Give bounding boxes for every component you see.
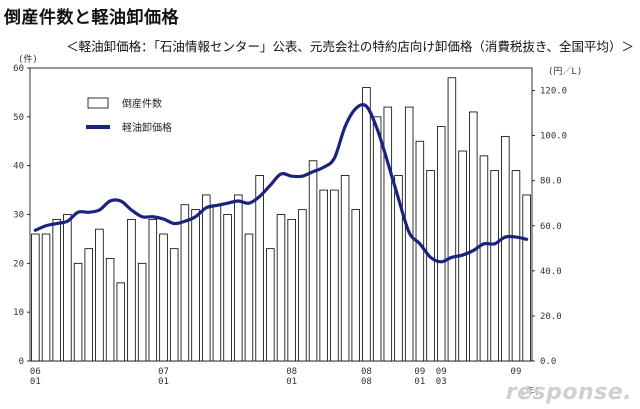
right-tick-label: 80.0 <box>540 177 562 187</box>
bar-bankruptcies-33 <box>383 106 393 362</box>
x-tick-label: 08 <box>361 367 372 377</box>
x-tick-label: 09 <box>414 367 425 377</box>
bar-bankruptcies-1 <box>41 233 51 362</box>
bar-bankruptcies-7 <box>105 258 115 362</box>
x-tick-label: 03 <box>436 377 447 387</box>
bar-bankruptcies-28 <box>330 189 339 362</box>
legend-label-diesel-price: 軽油卸価格 <box>122 121 172 134</box>
bar-bankruptcies-13 <box>169 248 179 362</box>
bar-bankruptcies-41 <box>469 111 478 362</box>
left-tick-label: 40 <box>13 162 24 172</box>
x-tick-label: 01 <box>30 377 41 387</box>
bar-bankruptcies-24 <box>287 218 296 362</box>
left-tick-label: 30 <box>13 211 24 221</box>
bar-bankruptcies-31 <box>362 87 371 362</box>
right-tick-label: 20.0 <box>540 312 562 322</box>
bar-bankruptcies-6 <box>95 228 104 362</box>
bar-bankruptcies-9 <box>127 218 136 362</box>
left-tick-label: 50 <box>13 113 24 123</box>
x-tick-label: 09 <box>436 367 447 377</box>
bar-bankruptcies-11 <box>148 218 158 362</box>
line-series <box>33 103 529 264</box>
bar-series <box>31 77 531 362</box>
chart-subtitle: ＜軽油卸価格：「石油情報センター」公表、元売会社の特約店向け卸価格（消費税抜き、… <box>66 39 634 54</box>
bar-bankruptcies-10 <box>137 262 147 362</box>
bar-bankruptcies-44 <box>501 135 510 362</box>
right-axis-unit: (円／L) <box>548 66 582 77</box>
left-tick-label: 20 <box>13 259 24 269</box>
x-tick-label: 08 <box>361 377 372 387</box>
legend-bar-swatch <box>87 97 109 109</box>
bar-bankruptcies-43 <box>490 170 499 362</box>
bar-bankruptcies-4 <box>73 262 83 362</box>
bar-bankruptcies-0 <box>31 233 40 362</box>
bar-bankruptcies-32 <box>372 116 382 362</box>
bar-bankruptcies-30 <box>351 209 361 362</box>
x-tick-label: 01 <box>158 377 169 387</box>
bar-bankruptcies-16 <box>201 194 211 362</box>
left-tick-label: 0 <box>19 357 24 367</box>
bar-bankruptcies-3 <box>63 214 72 362</box>
bar-bankruptcies-8 <box>116 282 126 362</box>
bar-bankruptcies-23 <box>276 214 286 362</box>
bar-bankruptcies-34 <box>394 175 403 362</box>
x-tick-label: 06 <box>30 367 41 377</box>
right-tick-label: 40.0 <box>540 267 562 277</box>
left-tick-label: 10 <box>13 308 24 318</box>
bar-bankruptcies-39 <box>447 77 457 362</box>
x-tick-label: 08 <box>286 367 297 377</box>
left-tick-label: 60 <box>13 64 24 74</box>
bar-bankruptcies-18 <box>223 214 232 362</box>
bar-bankruptcies-21 <box>255 175 264 362</box>
bar-bankruptcies-14 <box>180 204 190 362</box>
bar-bankruptcies-45 <box>511 170 521 362</box>
bar-bankruptcies-12 <box>159 233 168 362</box>
bar-bankruptcies-29 <box>340 175 350 362</box>
x-tick-label: 07 <box>158 367 169 377</box>
right-tick-label: 120.0 <box>540 87 567 97</box>
right-tick-label: 60.0 <box>540 222 562 232</box>
axes: 0102030405060(件)0.020.040.060.080.0100.0… <box>13 53 582 397</box>
bar-bankruptcies-5 <box>84 248 93 362</box>
bar-bankruptcies-20 <box>244 233 254 362</box>
legend: 倒産件数 軽油卸価格 <box>86 97 172 134</box>
bar-bankruptcies-36 <box>415 140 425 362</box>
x-tick-label: 01 <box>286 377 297 387</box>
bar-bankruptcies-2 <box>52 218 61 362</box>
x-tick-label: 01 <box>414 377 425 387</box>
x-tick-label: 09 <box>511 367 522 377</box>
x-axis-unit: (年) <box>520 385 540 397</box>
bar-bankruptcies-42 <box>479 155 489 362</box>
bar-bankruptcies-19 <box>234 194 243 362</box>
bar-bankruptcies-17 <box>212 204 222 362</box>
bar-bankruptcies-46 <box>522 194 531 362</box>
page-title: 倒産件数と軽油卸価格 <box>4 8 179 28</box>
legend-label-bankruptcies: 倒産件数 <box>122 97 162 110</box>
bar-bankruptcies-15 <box>191 209 200 362</box>
bar-bankruptcies-22 <box>266 248 275 362</box>
bar-bankruptcies-27 <box>319 189 328 362</box>
left-axis-unit: (件) <box>18 53 38 65</box>
line-diesel-price <box>33 103 529 264</box>
response-logo: response. <box>505 380 632 405</box>
right-tick-label: 0.0 <box>540 357 556 367</box>
bar-bankruptcies-26 <box>308 160 318 362</box>
bar-bankruptcies-25 <box>298 209 307 362</box>
right-tick-label: 100.0 <box>540 132 567 142</box>
bar-bankruptcies-37 <box>426 170 435 362</box>
bar-bankruptcies-38 <box>436 126 446 362</box>
